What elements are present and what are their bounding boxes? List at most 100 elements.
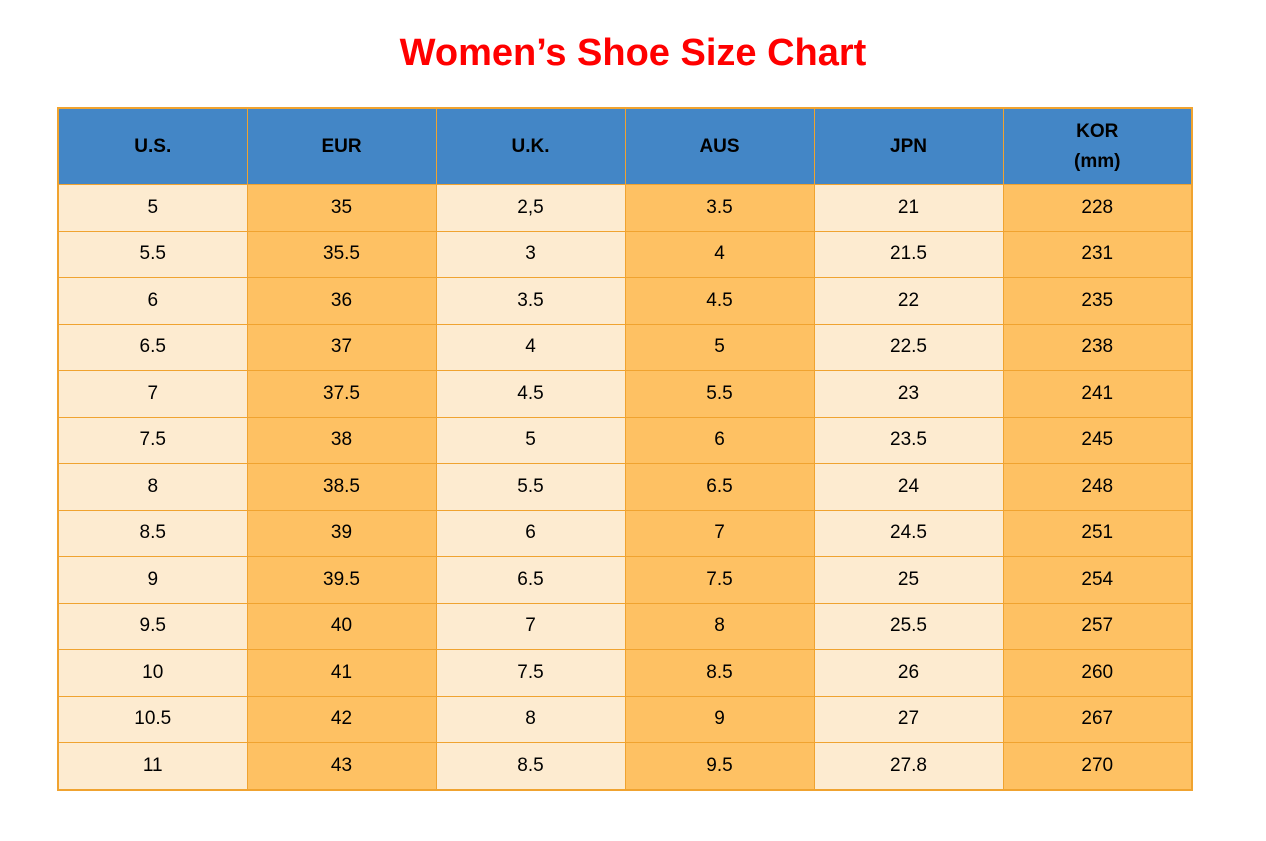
column-header-u-s: U.S.	[57, 107, 248, 185]
cell-u-k: 6	[435, 509, 626, 557]
cell-eur: 41	[246, 649, 437, 697]
cell-kor-mm: 228	[1002, 184, 1193, 232]
cell-u-s: 10.5	[57, 695, 248, 743]
cell-aus: 6	[624, 416, 815, 464]
cell-u-s: 5	[57, 184, 248, 232]
page-title: Women’s Shoe Size Chart	[399, 32, 867, 74]
cell-aus: 7.5	[624, 556, 815, 604]
cell-u-k: 4.5	[435, 370, 626, 418]
cell-u-s: 7	[57, 370, 248, 418]
cell-aus: 9	[624, 695, 815, 743]
cell-u-s: 6.5	[57, 323, 248, 371]
cell-aus: 6.5	[624, 463, 815, 511]
cell-jpn: 21.5	[813, 230, 1004, 278]
column-header-aus: AUS	[624, 107, 815, 185]
cell-aus: 7	[624, 509, 815, 557]
cell-u-s: 8	[57, 463, 248, 511]
cell-jpn: 25.5	[813, 602, 1004, 650]
cell-u-s: 11	[57, 742, 248, 790]
cell-kor-mm: 251	[1002, 509, 1193, 557]
cell-u-k: 5	[435, 416, 626, 464]
cell-u-k: 8	[435, 695, 626, 743]
cell-jpn: 23.5	[813, 416, 1004, 464]
column-header-eur: EUR	[246, 107, 437, 185]
table-row: 9.5 40 7 8 25.5 257	[57, 602, 1193, 650]
table-row: 8.5 39 6 7 24.5 251	[57, 509, 1193, 557]
cell-jpn: 22	[813, 277, 1004, 325]
table-row: 6.5 37 4 5 22.5 238	[57, 323, 1193, 371]
column-header-label: JPN	[890, 135, 927, 157]
table-row: 7.5 38 5 6 23.5 245	[57, 416, 1193, 464]
cell-aus: 8	[624, 602, 815, 650]
cell-aus: 5	[624, 323, 815, 371]
table-row: 11 43 8.5 9.5 27.8 270	[57, 742, 1193, 790]
cell-eur: 35.5	[246, 230, 437, 278]
table-row: 5 35 2,5 3.5 21 228	[57, 184, 1193, 232]
table-header: U.S. EUR U.K. AUS JPN KOR (mm)	[57, 107, 1193, 185]
table-row: 10.5 42 8 9 27 267	[57, 695, 1193, 743]
cell-eur: 43	[246, 742, 437, 790]
cell-kor-mm: 235	[1002, 277, 1193, 325]
cell-eur: 36	[246, 277, 437, 325]
column-header-label: (mm)	[1074, 150, 1121, 172]
cell-u-k: 6.5	[435, 556, 626, 604]
cell-jpn: 23	[813, 370, 1004, 418]
column-header-label: EUR	[321, 135, 362, 157]
cell-kor-mm: 260	[1002, 649, 1193, 697]
cell-aus: 4	[624, 230, 815, 278]
cell-u-s: 9	[57, 556, 248, 604]
table-row: 10 41 7.5 8.5 26 260	[57, 649, 1193, 697]
cell-u-k: 3.5	[435, 277, 626, 325]
table-row: 7 37.5 4.5 5.5 23 241	[57, 370, 1193, 418]
cell-eur: 35	[246, 184, 437, 232]
cell-kor-mm: 231	[1002, 230, 1193, 278]
cell-eur: 42	[246, 695, 437, 743]
cell-u-k: 7	[435, 602, 626, 650]
cell-u-k: 8.5	[435, 742, 626, 790]
cell-u-k: 5.5	[435, 463, 626, 511]
cell-u-s: 10	[57, 649, 248, 697]
cell-jpn: 26	[813, 649, 1004, 697]
table-row: 9 39.5 6.5 7.5 25 254	[57, 556, 1193, 604]
cell-u-s: 5.5	[57, 230, 248, 278]
cell-u-s: 9.5	[57, 602, 248, 650]
cell-aus: 9.5	[624, 742, 815, 790]
column-header-label: U.K.	[511, 135, 550, 157]
cell-aus: 8.5	[624, 649, 815, 697]
cell-jpn: 21	[813, 184, 1004, 232]
cell-eur: 38.5	[246, 463, 437, 511]
column-header-jpn: JPN	[813, 107, 1004, 185]
cell-eur: 40	[246, 602, 437, 650]
cell-kor-mm: 254	[1002, 556, 1193, 604]
shoe-size-table: U.S. EUR U.K. AUS JPN KOR (mm) 5 35 2,5 3.5 21 228 5…	[57, 107, 1193, 791]
column-header-label: KOR	[1076, 121, 1119, 143]
table-body: 5 35 2,5 3.5 21 228 5.5 35.5 3 4 21.5 231 6 36 3.5 4.5 2…	[57, 184, 1193, 790]
cell-kor-mm: 241	[1002, 370, 1193, 418]
cell-kor-mm: 267	[1002, 695, 1193, 743]
cell-eur: 37.5	[246, 370, 437, 418]
cell-u-k: 4	[435, 323, 626, 371]
cell-eur: 39	[246, 509, 437, 557]
cell-jpn: 27.8	[813, 742, 1004, 790]
table-row: 6 36 3.5 4.5 22 235	[57, 277, 1193, 325]
cell-aus: 4.5	[624, 277, 815, 325]
cell-jpn: 25	[813, 556, 1004, 604]
cell-kor-mm: 257	[1002, 602, 1193, 650]
cell-aus: 5.5	[624, 370, 815, 418]
cell-eur: 37	[246, 323, 437, 371]
cell-eur: 38	[246, 416, 437, 464]
cell-jpn: 24	[813, 463, 1004, 511]
column-header-label: AUS	[699, 135, 740, 157]
cell-u-k: 2,5	[435, 184, 626, 232]
cell-aus: 3.5	[624, 184, 815, 232]
cell-u-s: 7.5	[57, 416, 248, 464]
cell-u-k: 3	[435, 230, 626, 278]
column-header-u-k: U.K.	[435, 107, 626, 185]
cell-u-s: 8.5	[57, 509, 248, 557]
cell-kor-mm: 248	[1002, 463, 1193, 511]
table-row: 5.5 35.5 3 4 21.5 231	[57, 230, 1193, 278]
cell-jpn: 24.5	[813, 509, 1004, 557]
cell-kor-mm: 270	[1002, 742, 1193, 790]
cell-u-s: 6	[57, 277, 248, 325]
